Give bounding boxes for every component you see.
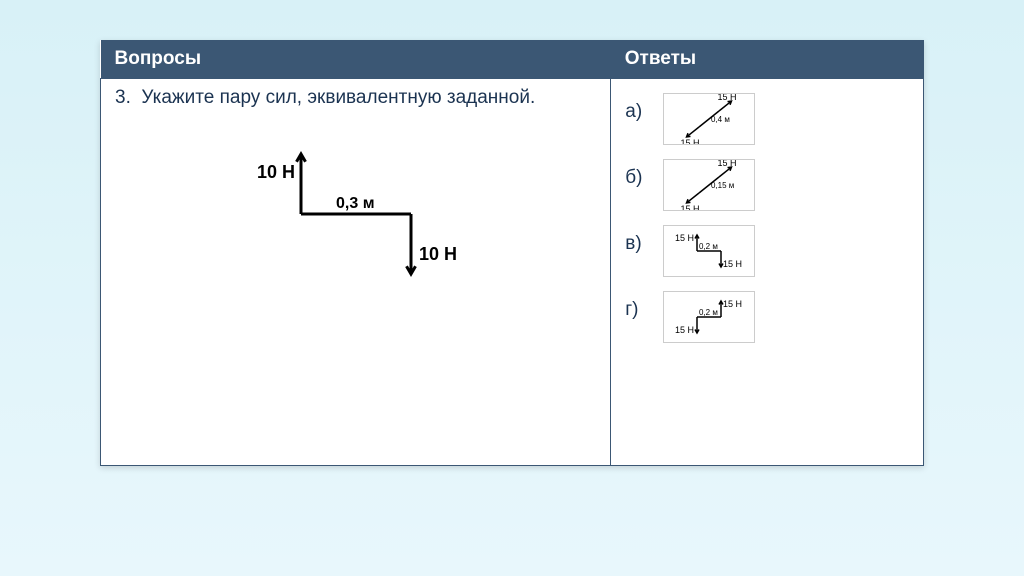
svg-text:10 Н: 10 Н	[257, 162, 295, 182]
svg-text:15 Н: 15 Н	[723, 299, 742, 309]
svg-text:15 Н: 15 Н	[681, 138, 700, 145]
svg-text:0,4 м: 0,4 м	[711, 115, 730, 124]
svg-text:0,2 м: 0,2 м	[699, 242, 718, 251]
question-text: Укажите пару сил, эквивалентную заданной…	[141, 87, 535, 108]
svg-text:0,15 м: 0,15 м	[711, 181, 734, 190]
svg-text:10 Н: 10 Н	[419, 244, 457, 264]
answer-a-row: а) 15 Н 15 Н 0,4 м	[625, 93, 909, 145]
header-questions: Вопросы	[101, 40, 611, 79]
svg-text:15 Н: 15 Н	[718, 159, 737, 168]
answer-d-label: г)	[625, 291, 651, 321]
header-answers: Ответы	[611, 40, 924, 79]
answer-cell: а) 15 Н 15 Н 0,4 м б) 15 Н 15 Н 0,15 м в) 15…	[611, 79, 924, 466]
answer-a-label: а)	[625, 93, 651, 123]
answer-b-label: б)	[625, 159, 651, 189]
qa-table: Вопросы Ответы 3. Укажите пару сил, экви…	[100, 40, 924, 466]
question-text-line: 3. Укажите пару сил, эквивалентную задан…	[115, 87, 596, 109]
svg-text:15 Н: 15 Н	[681, 204, 700, 211]
header-row: Вопросы Ответы	[101, 40, 924, 79]
svg-text:15 Н: 15 Н	[723, 259, 742, 269]
slide: Вопросы Ответы 3. Укажите пару сил, экви…	[0, 0, 1024, 576]
svg-text:0,2 м: 0,2 м	[699, 308, 718, 317]
svg-text:15 Н: 15 Н	[675, 325, 694, 335]
question-number: 3.	[115, 87, 131, 108]
svg-text:15 Н: 15 Н	[675, 233, 694, 243]
thumb-a: 15 Н 15 Н 0,4 м	[663, 93, 755, 145]
answer-c-label: в)	[625, 225, 651, 255]
main-diagram: 10 Н 10 Н 0,3 м	[226, 129, 486, 299]
question-cell: 3. Укажите пару сил, эквивалентную задан…	[101, 79, 611, 466]
svg-text:0,3 м: 0,3 м	[336, 195, 375, 212]
thumb-c: 15 Н 15 Н 0,2 м	[663, 225, 755, 277]
svg-text:15 Н: 15 Н	[718, 93, 737, 102]
thumb-b: 15 Н 15 Н 0,15 м	[663, 159, 755, 211]
answer-b-row: б) 15 Н 15 Н 0,15 м	[625, 159, 909, 211]
answer-d-row: г) 15 Н 15 Н 0,2 м	[625, 291, 909, 343]
answer-c-row: в) 15 Н 15 Н 0,2 м	[625, 225, 909, 277]
thumb-d: 15 Н 15 Н 0,2 м	[663, 291, 755, 343]
content-row: 3. Укажите пару сил, эквивалентную задан…	[101, 79, 924, 466]
